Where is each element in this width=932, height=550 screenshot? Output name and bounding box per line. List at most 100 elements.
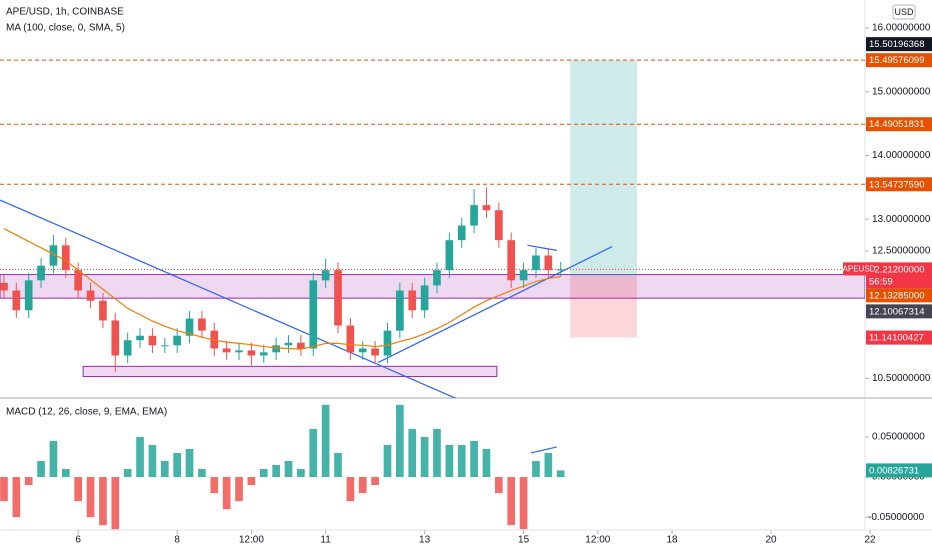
zone	[0, 274, 865, 299]
candle-body	[12, 290, 21, 311]
candle-body	[445, 240, 454, 271]
macd-bar	[544, 452, 553, 478]
price-label-box	[866, 53, 932, 68]
macd-bar	[49, 440, 58, 478]
candle-body	[358, 348, 367, 353]
y-tick-label: 13.00000000	[872, 214, 931, 225]
x-tick-label: 12:00	[239, 535, 264, 546]
candle-body	[99, 300, 107, 321]
macd-bar	[383, 444, 392, 478]
macd-bar	[272, 465, 280, 478]
symbol-label: APEUSD	[843, 264, 876, 273]
price-label: 13.54737590	[869, 179, 924, 190]
candle-body	[532, 255, 540, 271]
price-label-box	[866, 288, 932, 303]
macd-bar	[259, 469, 268, 478]
currency: USD	[894, 7, 914, 17]
candle-body	[519, 270, 528, 281]
candle-body	[507, 240, 516, 281]
macd-bar	[222, 477, 231, 510]
candle-body	[222, 348, 231, 353]
macd-legend: MACD (12, 26, close, 9, EMA, EMA)	[6, 407, 167, 418]
macd-bar	[0, 477, 8, 502]
candle-body	[111, 320, 120, 356]
macd-bar	[495, 477, 503, 494]
candle-body	[408, 290, 417, 311]
candle-body	[185, 318, 194, 336]
macd-bar	[185, 448, 194, 478]
countdown: 56:59	[869, 276, 893, 287]
price-label-box	[866, 177, 932, 192]
candle-body	[272, 345, 280, 353]
candle-body	[284, 342, 293, 346]
candle-body	[235, 350, 243, 353]
y-tick-label: 15.00000000	[872, 86, 931, 97]
candle-body	[74, 270, 83, 291]
x-tick-label: 20	[765, 535, 777, 546]
x-tick-label: 22	[864, 535, 876, 546]
candle-body	[457, 225, 466, 241]
x-tick-label: 13	[419, 535, 431, 546]
macd-bar	[284, 460, 293, 478]
trend-line	[530, 446, 557, 454]
y-tick-label: -0.05000000	[868, 512, 925, 523]
chart-title: APE/USD, 1h, COINBASE	[6, 7, 124, 18]
candle-body	[544, 255, 553, 271]
candle-body	[247, 350, 256, 356]
macd-bar	[61, 469, 70, 478]
macd-bar	[210, 477, 219, 494]
macd-bar	[507, 477, 516, 526]
macd-bar	[160, 460, 169, 478]
macd-bar	[334, 452, 342, 478]
currency-box[interactable]	[892, 4, 916, 20]
candle-body	[136, 335, 144, 341]
macd-bar	[396, 404, 404, 478]
macd-bar	[111, 477, 120, 530]
candle-body	[495, 210, 503, 241]
macd-bar	[235, 477, 243, 502]
macd-bar	[99, 477, 107, 526]
macd-bar	[371, 477, 379, 486]
price-label: 11.14100427	[869, 333, 924, 344]
candle-body	[0, 282, 8, 291]
candle-body	[160, 345, 169, 347]
price-label-box	[866, 304, 932, 319]
price-label: 15.49576099	[869, 55, 924, 66]
macd-value-box	[866, 463, 932, 478]
candle-body	[49, 245, 58, 266]
symbol-box	[843, 262, 875, 276]
candle-body	[371, 348, 379, 356]
macd-bar	[309, 428, 318, 478]
main-pane	[0, 59, 865, 398]
macd-bar	[148, 444, 157, 478]
candle-body	[148, 335, 157, 346]
candle-body	[396, 290, 404, 331]
stop-zone	[570, 276, 637, 338]
price-label-box	[866, 117, 932, 132]
candle-body	[259, 352, 268, 356]
macd-bar	[24, 477, 33, 486]
macd-bar	[12, 477, 21, 518]
target-zone	[570, 60, 637, 277]
price-label: 14.49051831	[869, 119, 924, 130]
candle-body	[210, 330, 219, 349]
macd-bar	[136, 436, 144, 478]
y-tick-label: 0.05000000	[872, 432, 925, 443]
candle-body	[24, 280, 33, 311]
x-tick-label: 18	[666, 535, 678, 546]
ma-line	[3, 228, 561, 350]
candle-body	[420, 285, 429, 311]
macd-bar	[123, 469, 132, 478]
macd-bar	[519, 477, 528, 530]
trend-line	[0, 199, 457, 398]
macd-bar	[445, 444, 454, 478]
ma-legend: MA (100, close, 0, SMA, 5)	[6, 23, 125, 34]
zone	[82, 365, 498, 378]
macd-bar	[358, 477, 367, 494]
y-tick-label: 16.00000000	[872, 23, 931, 34]
x-tick-label: 11	[320, 535, 331, 546]
candle-body	[383, 330, 392, 356]
candle-body	[309, 280, 318, 349]
macd-bar	[433, 428, 441, 478]
candle-body	[173, 335, 182, 346]
